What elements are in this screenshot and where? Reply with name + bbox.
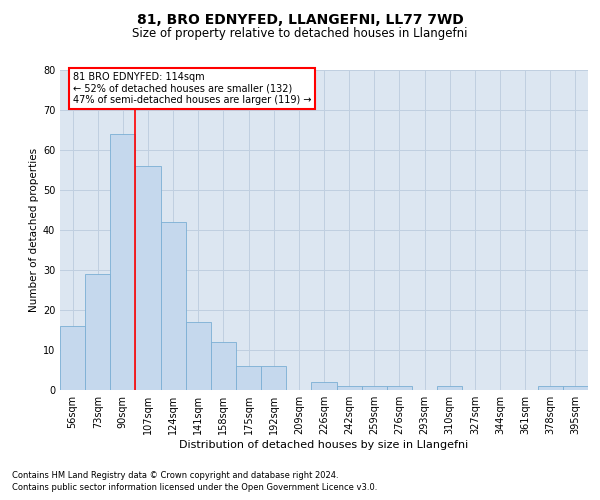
Text: 81, BRO EDNYFED, LLANGEFNI, LL77 7WD: 81, BRO EDNYFED, LLANGEFNI, LL77 7WD — [137, 12, 463, 26]
X-axis label: Distribution of detached houses by size in Llangefni: Distribution of detached houses by size … — [179, 440, 469, 450]
Bar — [236, 366, 261, 390]
Bar — [85, 274, 110, 390]
Bar — [563, 386, 588, 390]
Bar — [362, 386, 387, 390]
Bar — [186, 322, 211, 390]
Bar — [60, 326, 85, 390]
Text: Size of property relative to detached houses in Llangefni: Size of property relative to detached ho… — [132, 28, 468, 40]
Y-axis label: Number of detached properties: Number of detached properties — [29, 148, 38, 312]
Bar — [261, 366, 286, 390]
Bar — [211, 342, 236, 390]
Bar — [538, 386, 563, 390]
Bar — [161, 222, 186, 390]
Text: Contains HM Land Registry data © Crown copyright and database right 2024.: Contains HM Land Registry data © Crown c… — [12, 471, 338, 480]
Bar — [110, 134, 136, 390]
Bar — [387, 386, 412, 390]
Text: Contains public sector information licensed under the Open Government Licence v3: Contains public sector information licen… — [12, 484, 377, 492]
Bar — [311, 382, 337, 390]
Bar — [437, 386, 462, 390]
Text: 81 BRO EDNYFED: 114sqm
← 52% of detached houses are smaller (132)
47% of semi-de: 81 BRO EDNYFED: 114sqm ← 52% of detached… — [73, 72, 311, 105]
Bar — [136, 166, 161, 390]
Bar — [337, 386, 362, 390]
